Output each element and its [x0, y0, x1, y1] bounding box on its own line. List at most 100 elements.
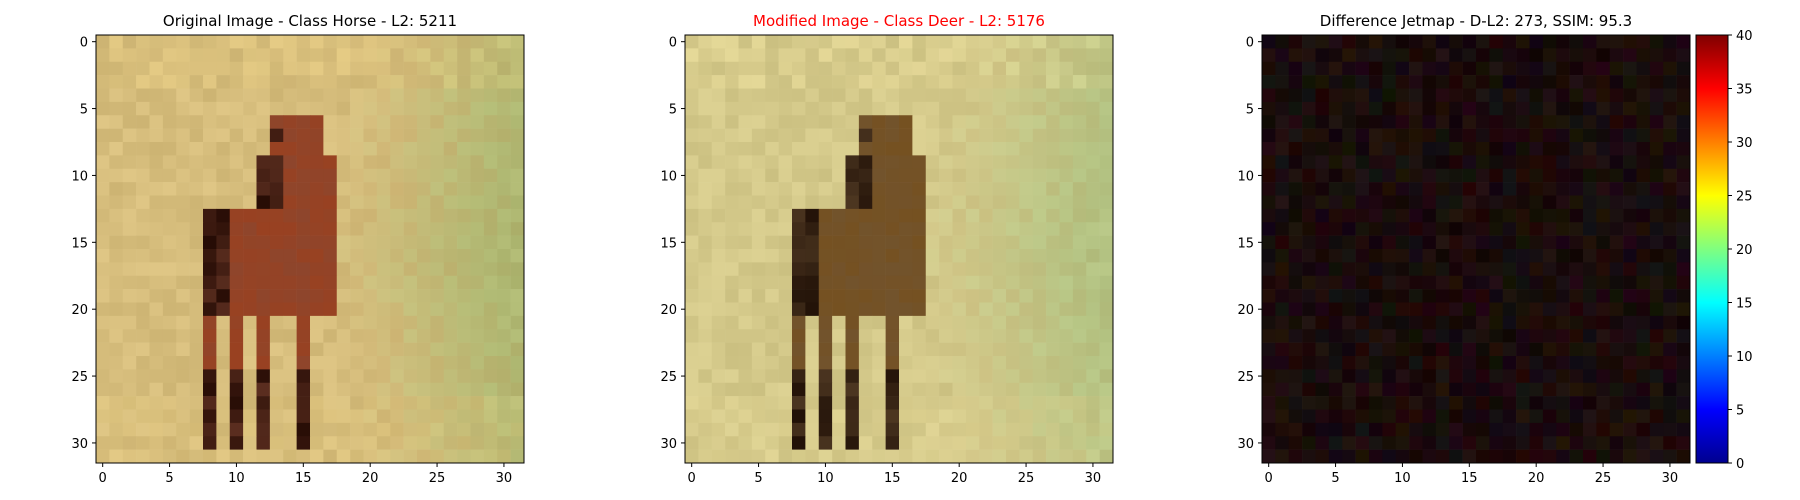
pixel-difference — [1355, 35, 1370, 49]
pixel-original — [136, 369, 150, 384]
pixel-difference — [1342, 449, 1356, 464]
pixel-modified — [832, 329, 846, 343]
pixel-difference — [1462, 48, 1477, 63]
pixel-difference — [1676, 155, 1691, 170]
pixel-modified — [992, 302, 1007, 317]
pixel-difference — [1663, 142, 1677, 156]
pixel-modified — [1032, 61, 1047, 76]
pixel-difference — [1369, 168, 1383, 183]
pixel-difference — [1369, 35, 1383, 49]
pixel-original — [350, 422, 364, 437]
pixel-modified — [885, 155, 900, 170]
pixel-original — [176, 302, 190, 317]
pixel-modified — [845, 155, 860, 170]
pixel-modified — [805, 115, 820, 129]
pixel-difference — [1502, 302, 1517, 317]
pixel-modified — [832, 249, 846, 263]
pixel-modified — [952, 275, 967, 290]
pixel-modified — [965, 88, 980, 103]
pixel-original — [149, 396, 164, 410]
pixel-original — [149, 409, 164, 424]
pixel-difference — [1262, 409, 1276, 424]
pixel-modified — [818, 101, 833, 116]
pixel-modified — [939, 369, 953, 384]
pixel-original — [243, 356, 257, 370]
pixel-original — [109, 61, 124, 76]
pixel-difference — [1596, 329, 1611, 343]
pixel-difference — [1288, 155, 1303, 170]
pixel-difference — [1542, 302, 1557, 317]
pixel-modified — [725, 356, 739, 370]
pixel-original — [350, 128, 364, 143]
pixel-original — [256, 115, 271, 129]
y-tick-label-original: 30 — [71, 437, 88, 452]
pixel-original — [457, 195, 471, 210]
pixel-difference — [1636, 128, 1651, 143]
pixel-difference — [1262, 195, 1276, 210]
pixel-original — [122, 61, 137, 76]
pixel-original — [310, 155, 324, 170]
pixel-modified — [845, 409, 860, 424]
pixel-modified — [698, 396, 713, 410]
pixel-modified — [939, 302, 953, 317]
pixel-difference — [1542, 249, 1557, 263]
pixel-original — [430, 142, 445, 156]
pixel-difference — [1328, 222, 1343, 236]
pixel-modified — [738, 115, 753, 129]
pixel-difference — [1449, 382, 1463, 397]
pixel-modified — [778, 409, 793, 424]
pixel-modified — [872, 48, 886, 63]
pixel-modified — [1032, 101, 1047, 116]
pixel-difference — [1422, 382, 1437, 397]
pixel-modified — [845, 75, 860, 89]
pixel-difference — [1395, 382, 1410, 397]
pixel-modified — [1046, 275, 1060, 290]
pixel-difference — [1262, 208, 1276, 223]
pixel-modified — [845, 128, 860, 143]
pixel-original — [189, 302, 204, 317]
pixel-difference — [1275, 409, 1290, 424]
pixel-difference — [1556, 75, 1570, 89]
pixel-difference — [1275, 182, 1290, 196]
pixel-modified — [685, 369, 699, 384]
pixel-difference — [1395, 88, 1410, 103]
pixel-difference — [1596, 61, 1611, 76]
pixel-modified — [1046, 449, 1060, 464]
pixel-original — [376, 409, 391, 424]
pixel-original — [376, 182, 391, 196]
pixel-original — [256, 396, 271, 410]
pixel-modified — [858, 315, 873, 330]
x-ticks-original: 0 5 10 15 20 25 30 — [99, 463, 512, 486]
pixel-modified — [725, 101, 739, 116]
pixel-difference — [1556, 249, 1570, 263]
pixel-difference — [1556, 235, 1570, 250]
pixel-modified — [925, 115, 940, 129]
pixel-difference — [1596, 275, 1611, 290]
pixel-original — [229, 356, 244, 370]
pixel-difference — [1382, 101, 1397, 116]
pixel-original — [216, 302, 231, 317]
pixel-difference — [1476, 182, 1490, 196]
pixel-modified — [1032, 155, 1047, 170]
pixel-original — [443, 195, 458, 210]
pixel-difference — [1342, 182, 1356, 196]
pixel-difference — [1636, 422, 1651, 437]
pixel-difference — [1676, 142, 1691, 156]
pixel-original — [216, 342, 231, 357]
pixel-modified — [858, 262, 873, 277]
pixel-original — [176, 382, 190, 397]
pixel-original — [109, 289, 124, 303]
pixel-difference — [1275, 101, 1290, 116]
pixel-difference — [1556, 168, 1570, 183]
pixel-difference — [1649, 342, 1664, 357]
pixel-difference — [1529, 396, 1544, 410]
pixel-modified — [1099, 182, 1114, 196]
pixel-difference — [1636, 262, 1651, 277]
pixel-modified — [1046, 115, 1060, 129]
pixel-difference — [1663, 115, 1677, 129]
pixel-modified — [738, 382, 753, 397]
pixel-modified — [1032, 235, 1047, 250]
pixel-original — [483, 356, 498, 370]
pixel-difference — [1355, 262, 1370, 277]
pixel-modified — [952, 382, 967, 397]
